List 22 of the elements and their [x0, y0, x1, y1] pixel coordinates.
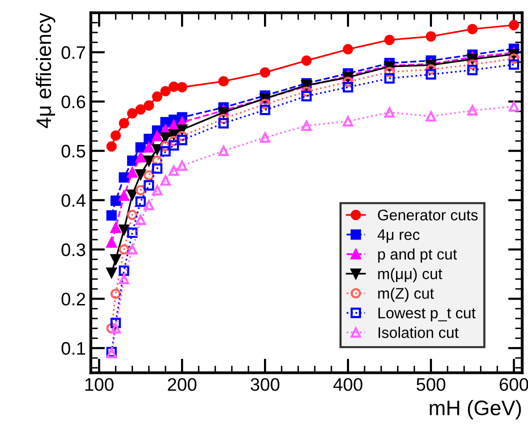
legend-label: m(Z) cut [378, 288, 434, 302]
legend-label: Generator cuts [378, 210, 478, 220]
y-tick-label: 0.2 [62, 292, 86, 306]
legend-label: Isolation cut [378, 326, 459, 338]
x-tick-label: 500 [416, 378, 446, 391]
legend-label: m(μμ) cut [378, 268, 442, 282]
y-tick-label: 0.4 [62, 194, 86, 207]
x-tick-label: 600 [500, 378, 528, 391]
y-tick-label: 0.7 [62, 46, 86, 59]
y-tick-label: 0.3 [62, 243, 86, 256]
x-axis-title: mH (GeV) [430, 400, 521, 420]
y-tick-label: 0.6 [62, 95, 86, 108]
x-tick-label: 200 [168, 378, 196, 391]
x-tick-label: 300 [250, 378, 280, 391]
x-tick-label: 100 [85, 378, 114, 391]
y-axis-title: 4μ efficiency [36, 12, 56, 128]
legend-label: 4μ rec [378, 229, 420, 243]
legend-label: p and pt cut [378, 248, 457, 263]
y-tick-label: 0.5 [62, 144, 86, 158]
legend-label: Lowest p_t cut [378, 308, 476, 322]
y-tick-label: 0.1 [62, 342, 86, 355]
x-tick-label: 400 [333, 378, 362, 391]
